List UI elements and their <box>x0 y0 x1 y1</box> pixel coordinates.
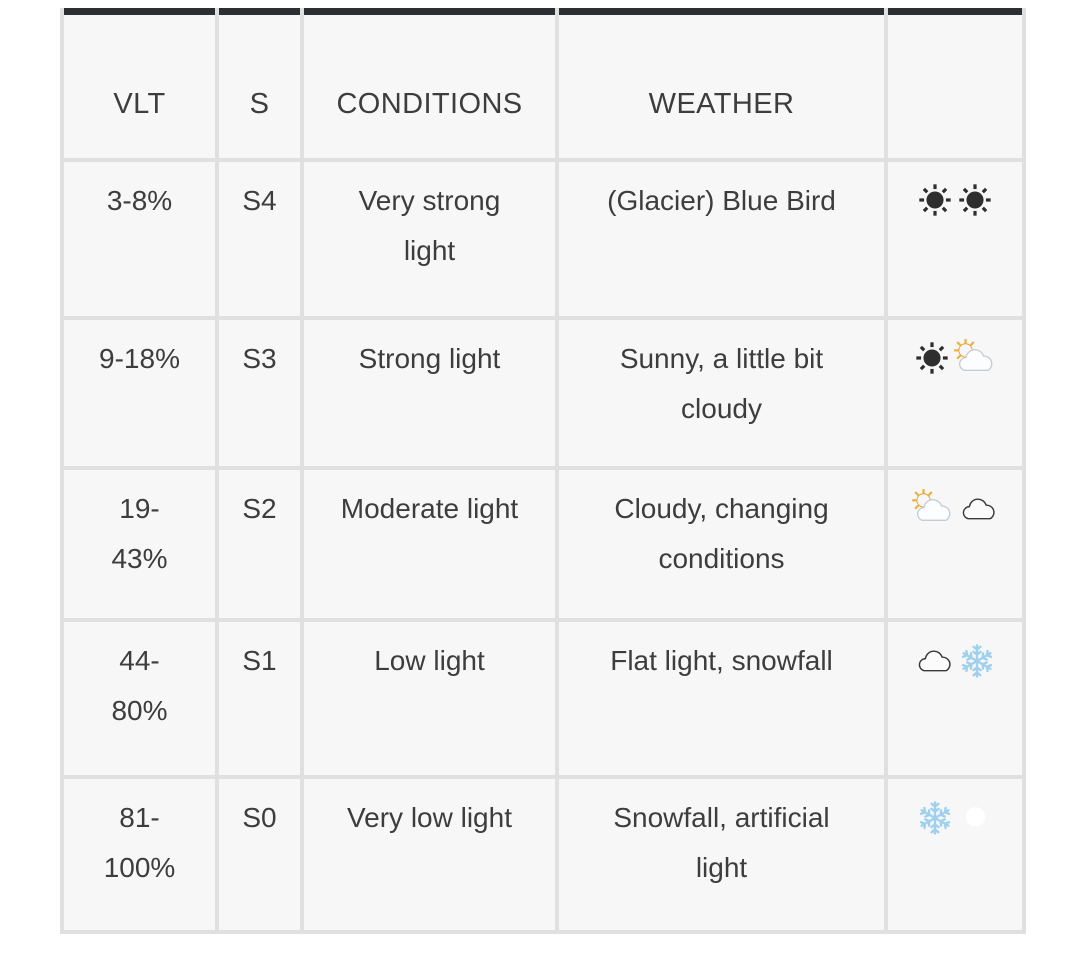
s-rating-cell: S1 <box>219 622 300 775</box>
conditions-cell: Strong light <box>304 320 555 466</box>
weather-cell: Cloudy, changing conditions <box>559 470 884 618</box>
vlt-cell: 81-100% <box>64 779 215 930</box>
sun-behind-cloud-icon <box>911 489 955 527</box>
s-rating-cell: S4 <box>219 162 300 316</box>
snowflake-icon <box>915 798 955 838</box>
weather-icons-cell <box>888 162 1022 316</box>
sun-black-icon <box>916 181 954 219</box>
s-rating-cell: S2 <box>219 470 300 618</box>
sun-black-icon <box>913 339 951 377</box>
column-header-weather: WEATHER <box>559 8 884 158</box>
vlt-cell: 19-43% <box>64 470 215 618</box>
cloud-outline-icon <box>913 641 955 677</box>
column-header-s: S <box>219 8 300 158</box>
weather-icons-cell <box>888 622 1022 775</box>
conditions-cell: Very low light <box>304 779 555 930</box>
cloud-outline-icon <box>957 489 999 525</box>
weather-cell: Snowfall, artificial light <box>559 779 884 930</box>
s-rating-cell: S0 <box>219 779 300 930</box>
s-rating-cell: S3 <box>219 320 300 466</box>
weather-cell: Sunny, a little bit cloudy <box>559 320 884 466</box>
weather-icons-cell <box>888 470 1022 618</box>
column-header-conditions: CONDITIONS <box>304 8 555 158</box>
column-header-icons <box>888 8 1022 158</box>
snowflake-icon <box>957 641 997 681</box>
vlt-cell: 9-18% <box>64 320 215 466</box>
vlt-cell: 44-80% <box>64 622 215 775</box>
column-header-vlt: VLT <box>64 8 215 158</box>
weather-icons-cell <box>888 320 1022 466</box>
sun-black-icon <box>956 181 994 219</box>
sun-behind-cloud-icon <box>953 339 997 377</box>
weather-cell: Flat light, snowfall <box>559 622 884 775</box>
moon-purple-icon <box>957 798 995 836</box>
weather-cell: (Glacier) Blue Bird <box>559 162 884 316</box>
conditions-cell: Moderate light <box>304 470 555 618</box>
conditions-cell: Low light <box>304 622 555 775</box>
conditions-cell: Very strong light <box>304 162 555 316</box>
vlt-cell: 3-8% <box>64 162 215 316</box>
vlt-table: VLT S CONDITIONS WEATHER 3-8% S4 Very st… <box>60 8 1026 934</box>
weather-icons-cell <box>888 779 1022 930</box>
